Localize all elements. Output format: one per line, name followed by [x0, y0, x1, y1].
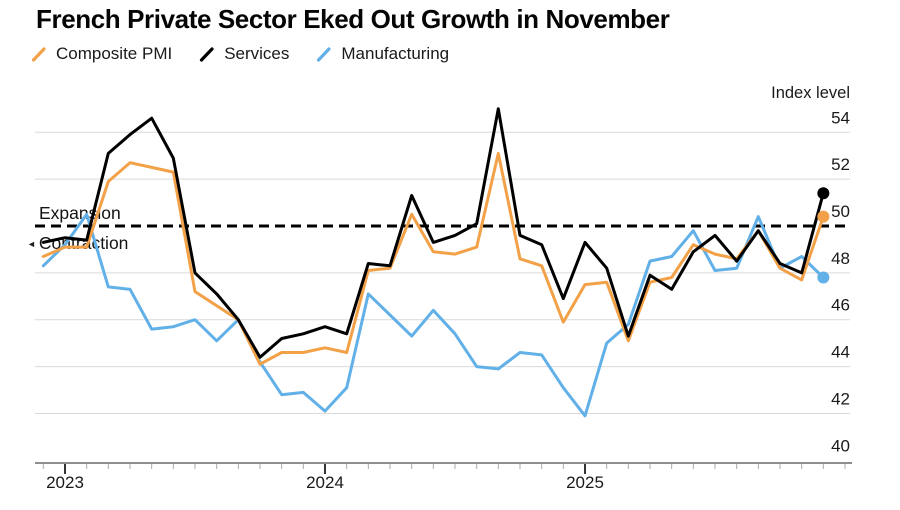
- series-line-services: [41, 107, 825, 359]
- legend-item-services: Services: [199, 44, 289, 64]
- manufacturing-line-icon: [316, 46, 332, 63]
- legend-item-composite-pmi: Composite PMI: [31, 44, 172, 64]
- y-tick-label: 42: [831, 389, 850, 408]
- chart-title: French Private Sector Eked Out Growth in…: [36, 4, 670, 34]
- series-end-dot-services: [817, 187, 830, 200]
- legend-label: Services: [224, 44, 290, 63]
- legend-item-manufacturing: Manufacturing: [316, 44, 449, 64]
- y-tick-label: 46: [831, 296, 850, 315]
- series-line-composite-pmi: [41, 151, 825, 366]
- y-tick-label: 40: [831, 436, 850, 455]
- y-tick-label: 44: [831, 343, 850, 362]
- y-tick-label: 48: [831, 249, 850, 268]
- legend-label: Composite PMI: [56, 44, 173, 63]
- services-line-icon: [199, 46, 215, 63]
- x-tick-label: 2024: [306, 473, 344, 492]
- series-end-dot-manufacturing: [817, 271, 830, 284]
- series-line-manufacturing: [41, 212, 825, 418]
- composite-pmi-line-icon: [31, 46, 47, 63]
- y-tick-label: 54: [831, 108, 850, 127]
- legend-label: Manufacturing: [341, 44, 450, 63]
- y-tick-label: 52: [831, 155, 850, 174]
- y-tick-label: 50: [831, 202, 850, 221]
- legend: Composite PMI Services Manufacturing: [31, 44, 449, 64]
- y-axis-title: Index level: [771, 84, 850, 102]
- x-tick-label: 2025: [566, 473, 604, 492]
- x-tick-label: 2023: [46, 473, 84, 492]
- left-arrow-icon: ◄: [27, 238, 36, 249]
- series-end-dot-composite-pmi: [817, 210, 830, 223]
